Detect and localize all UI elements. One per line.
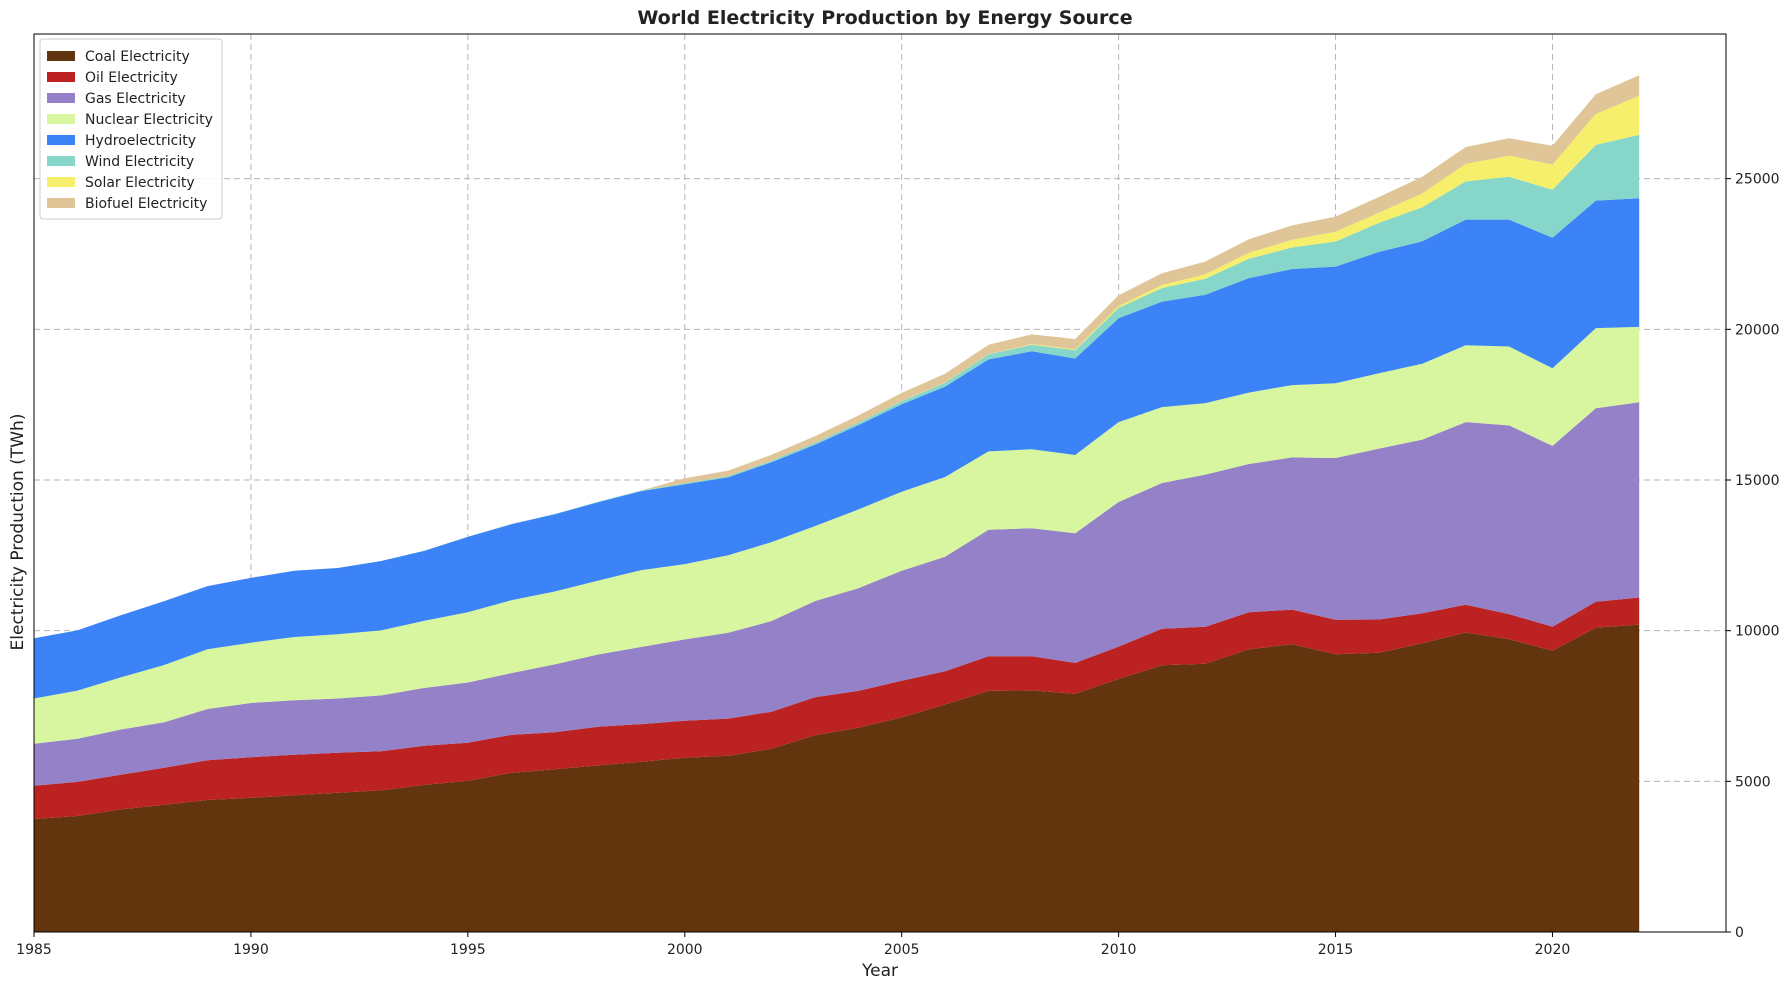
area-series-oil-electricity bbox=[34, 597, 1640, 819]
legend-swatch-biofuel-electricity bbox=[47, 198, 75, 208]
y-tick-label-5: 25000 bbox=[1735, 172, 1780, 188]
legend-label-wind-electricity: Wind Electricity bbox=[85, 154, 194, 170]
area-series-coal-electricity bbox=[34, 624, 1640, 932]
legend-label-gas-electricity: Gas Electricity bbox=[85, 91, 186, 107]
legend-label-oil-electricity: Oil Electricity bbox=[85, 70, 178, 86]
x-tick-label-7: 2020 bbox=[1535, 942, 1571, 958]
y-tick-label-2: 10000 bbox=[1735, 624, 1780, 640]
x-tick-label-2: 1995 bbox=[450, 942, 486, 958]
x-tick-label-6: 2015 bbox=[1318, 942, 1354, 958]
x-tick-label-3: 2000 bbox=[667, 942, 703, 958]
y-tick-label-4: 20000 bbox=[1735, 322, 1780, 338]
legend-label-nuclear-electricity: Nuclear Electricity bbox=[85, 112, 213, 128]
legend-swatch-gas-electricity bbox=[47, 93, 75, 103]
x-tick-label-5: 2010 bbox=[1101, 942, 1137, 958]
legend-swatch-nuclear-electricity bbox=[47, 114, 75, 124]
area-series-gas-electricity bbox=[34, 402, 1640, 786]
chart-title: World Electricity Production by Energy S… bbox=[637, 7, 1132, 29]
legend-label-solar-electricity: Solar Electricity bbox=[85, 175, 195, 191]
legend-label-hydroelectricity: Hydroelectricity bbox=[85, 133, 196, 149]
legend-swatch-oil-electricity bbox=[47, 72, 75, 82]
x-tick-label-1: 1990 bbox=[233, 942, 269, 958]
x-tick-label-0: 1985 bbox=[16, 942, 52, 958]
legend-label-biofuel-electricity: Biofuel Electricity bbox=[85, 196, 207, 212]
legend-label-coal-electricity: Coal Electricity bbox=[85, 49, 190, 65]
y-axis-label: Electricity Production (TWh) bbox=[8, 414, 28, 651]
legend-swatch-wind-electricity bbox=[47, 156, 75, 166]
x-axis-ticks: 1985 1990 1995 2000 2005 2010 2015 2020 bbox=[16, 932, 1570, 958]
y-tick-label-1: 5000 bbox=[1735, 774, 1771, 790]
legend-swatch-coal-electricity bbox=[47, 51, 75, 61]
legend-swatch-hydroelectricity bbox=[47, 135, 75, 145]
legend-swatch-solar-electricity bbox=[47, 177, 75, 187]
legend: Coal Electricity Oil Electricity Gas Elect… bbox=[39, 38, 223, 220]
x-tick-label-4: 2005 bbox=[884, 942, 920, 958]
area-series-wind-electricity bbox=[34, 134, 1640, 639]
x-axis-label: Year bbox=[861, 961, 898, 981]
area-series-hydroelectricity bbox=[34, 198, 1640, 699]
area-series-nuclear-electricity bbox=[34, 326, 1640, 744]
plot-frame bbox=[33, 33, 1727, 933]
stacked-areas bbox=[34, 75, 1640, 932]
y-tick-label-3: 15000 bbox=[1735, 473, 1780, 489]
legend-frame bbox=[39, 38, 223, 220]
y-axis-ticks: 0 5000 10000 15000 20000 25000 bbox=[1726, 172, 1780, 941]
y-tick-label-0: 0 bbox=[1735, 925, 1744, 941]
